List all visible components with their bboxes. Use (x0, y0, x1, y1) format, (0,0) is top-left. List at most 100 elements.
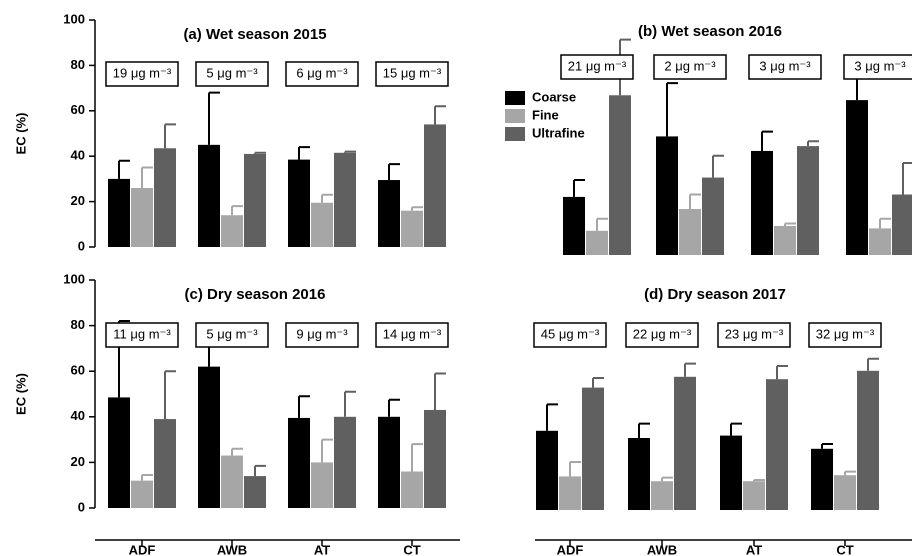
error-bar (879, 217, 891, 229)
chart-title: (c) Dry season 2016 (185, 286, 326, 303)
y-axis-label: EC (%) (13, 113, 28, 155)
bar (651, 481, 673, 510)
bar (131, 187, 153, 247)
annotation-box (808, 322, 882, 348)
bar (720, 435, 742, 510)
error-bar (821, 443, 833, 449)
y-tick-label: 0 (78, 499, 85, 514)
error-bar (141, 473, 153, 481)
chart-title: (b) Wet season 2016 (638, 23, 782, 40)
annotation: 14 μg m⁻³ (383, 326, 442, 341)
y-axis-label: EC (%) (13, 373, 28, 415)
error-bar (434, 105, 446, 125)
annotation: 45 μg m⁻³ (541, 326, 600, 341)
error-bar (434, 372, 446, 410)
bar (628, 438, 650, 510)
y-tick-label: 40 (71, 408, 85, 423)
error-bar (761, 130, 773, 151)
y-tick-label: 100 (63, 11, 85, 26)
bar (334, 152, 356, 247)
legend-label: Fine (532, 107, 559, 122)
error-bar (321, 438, 333, 463)
x-tick-label: AT (314, 542, 330, 556)
error-bar (753, 479, 765, 482)
bar (311, 202, 333, 247)
x-tick-label: AWB (647, 542, 677, 556)
y-tick-label: 60 (71, 363, 85, 378)
bar (563, 196, 585, 255)
bar (582, 387, 604, 510)
error-bar (118, 159, 130, 179)
annotation: 3 μg m⁻³ (854, 58, 906, 73)
bar (424, 124, 446, 247)
error-bar (321, 193, 333, 203)
annotation: 19 μg m⁻³ (113, 65, 172, 80)
bar (559, 476, 581, 510)
annotation: 15 μg m⁻³ (383, 65, 442, 80)
annotation-box (195, 61, 269, 87)
bar (198, 366, 220, 508)
bar (221, 215, 243, 247)
error-bar (388, 398, 400, 417)
error-bar (592, 377, 604, 388)
bar (221, 455, 243, 508)
bar (378, 416, 400, 508)
y-tick-label: 100 (63, 271, 85, 286)
error-bar (867, 357, 879, 371)
error-bar (164, 123, 176, 149)
error-bar (776, 365, 788, 380)
bar (743, 481, 765, 510)
annotation-box (748, 54, 822, 80)
legend-swatch (505, 109, 525, 123)
annotation: 6 μg m⁻³ (296, 65, 348, 80)
bar (811, 448, 833, 510)
legend-label: Ultrafine (532, 125, 585, 140)
annotation-box (717, 322, 791, 348)
x-tick-label: CT (836, 542, 853, 556)
bar (797, 146, 819, 255)
error-bar (411, 443, 423, 472)
bar (131, 480, 153, 508)
annotation: 23 μg m⁻³ (725, 326, 784, 341)
bar (311, 462, 333, 508)
error-bar (254, 151, 266, 154)
bar (834, 475, 856, 510)
x-tick-label: ADF (557, 542, 584, 556)
annotation: 3 μg m⁻³ (759, 58, 811, 73)
annotation-box (560, 54, 634, 80)
bar (857, 370, 879, 510)
error-bar (844, 470, 856, 476)
bar (869, 228, 891, 255)
error-bar (298, 395, 310, 418)
x-tick-label: ADF (129, 542, 156, 556)
bar (586, 230, 608, 255)
error-bar (344, 390, 356, 417)
error-bar (231, 205, 243, 216)
error-bar (689, 193, 701, 210)
error-bar (254, 464, 266, 477)
bar (766, 379, 788, 510)
bar (378, 180, 400, 247)
annotation-box (195, 322, 269, 348)
annotation: 11 μg m⁻³ (113, 326, 171, 341)
error-bar (902, 162, 912, 195)
bar (424, 409, 446, 508)
bar (846, 100, 868, 256)
error-bar (164, 370, 176, 420)
chart-title: (a) Wet season 2015 (183, 26, 326, 43)
bar (108, 178, 130, 247)
error-bar (638, 422, 650, 438)
bar (751, 150, 773, 255)
bar (892, 194, 912, 255)
error-bar (344, 150, 356, 153)
error-bar (784, 222, 796, 226)
annotation: 21 μg m⁻³ (568, 58, 627, 73)
error-bar (411, 206, 423, 211)
chart-title: (d) Dry season 2017 (644, 286, 786, 303)
bar (679, 209, 701, 255)
error-bar (141, 166, 153, 188)
bar (609, 95, 631, 255)
annotation: 9 μg m⁻³ (296, 326, 348, 341)
bar (288, 417, 310, 508)
